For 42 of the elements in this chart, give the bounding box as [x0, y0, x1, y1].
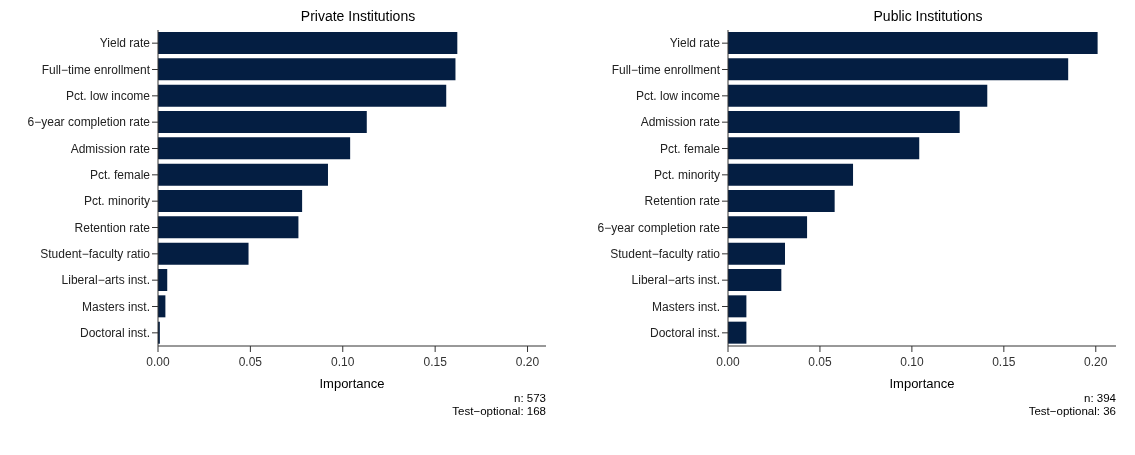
x-tick-label: 0.15	[992, 355, 1016, 369]
x-axis-title: Importance	[889, 376, 955, 391]
y-tick-label: Full−time enrollment	[611, 62, 721, 77]
chart-title: Public Institutions	[872, 8, 984, 26]
y-tick-label: Pct. minority	[83, 194, 150, 209]
y-tick-label: Full−time enrollment	[41, 62, 151, 77]
y-tick-label: Pct. low income	[635, 89, 721, 104]
text: Test−optional: 36	[1027, 405, 1116, 418]
text: n: 573	[513, 392, 546, 405]
x-tick-label: 0.05	[238, 355, 263, 369]
chart-title: Private Institutions	[299, 8, 417, 26]
y-tick-label: 6−year completion rate	[597, 220, 721, 235]
x-tick-label: 0.10	[900, 355, 924, 369]
x-tick-label: 0.20	[1084, 355, 1108, 369]
y-tick-label: Student−faculty ratio	[610, 247, 721, 262]
text: Test−optional: 168	[451, 405, 546, 418]
y-tick-label: Yield rate	[669, 36, 721, 51]
x-tick-label: 0.00	[146, 355, 170, 369]
y-tick-label: Masters inst.	[651, 299, 720, 314]
y-tick-label: Masters inst.	[81, 299, 150, 314]
text: n: 394	[1083, 392, 1116, 405]
y-tick-label: Liberal−arts inst.	[631, 273, 720, 288]
y-tick-label: Doctoral inst.	[79, 326, 150, 341]
y-tick-label: Admission rate	[70, 141, 151, 156]
y-tick-label: Yield rate	[99, 36, 151, 51]
y-tick-label: Retention rate	[644, 194, 721, 209]
y-tick-label: Liberal−arts inst.	[61, 273, 150, 288]
x-axis-title: Importance	[319, 376, 385, 391]
y-tick-label: Pct. female	[89, 168, 151, 183]
x-tick-label: 0.00	[716, 355, 740, 369]
y-tick-label: Pct. low income	[65, 89, 151, 104]
x-tick-label: 0.10	[331, 355, 355, 369]
y-tick-label: Pct. minority	[653, 168, 720, 183]
y-tick-label: Pct. female	[659, 141, 721, 156]
y-tick-label: 6−year completion rate	[27, 115, 151, 130]
x-tick-label: 0.05	[808, 355, 832, 369]
y-tick-label: Retention rate	[74, 220, 151, 235]
y-tick-label: Admission rate	[640, 115, 721, 130]
x-tick-label: 0.20	[515, 355, 540, 369]
y-tick-label: Doctoral inst.	[649, 326, 720, 341]
y-tick-label: Student−faculty ratio	[40, 247, 151, 262]
x-tick-label: 0.15	[423, 355, 448, 369]
